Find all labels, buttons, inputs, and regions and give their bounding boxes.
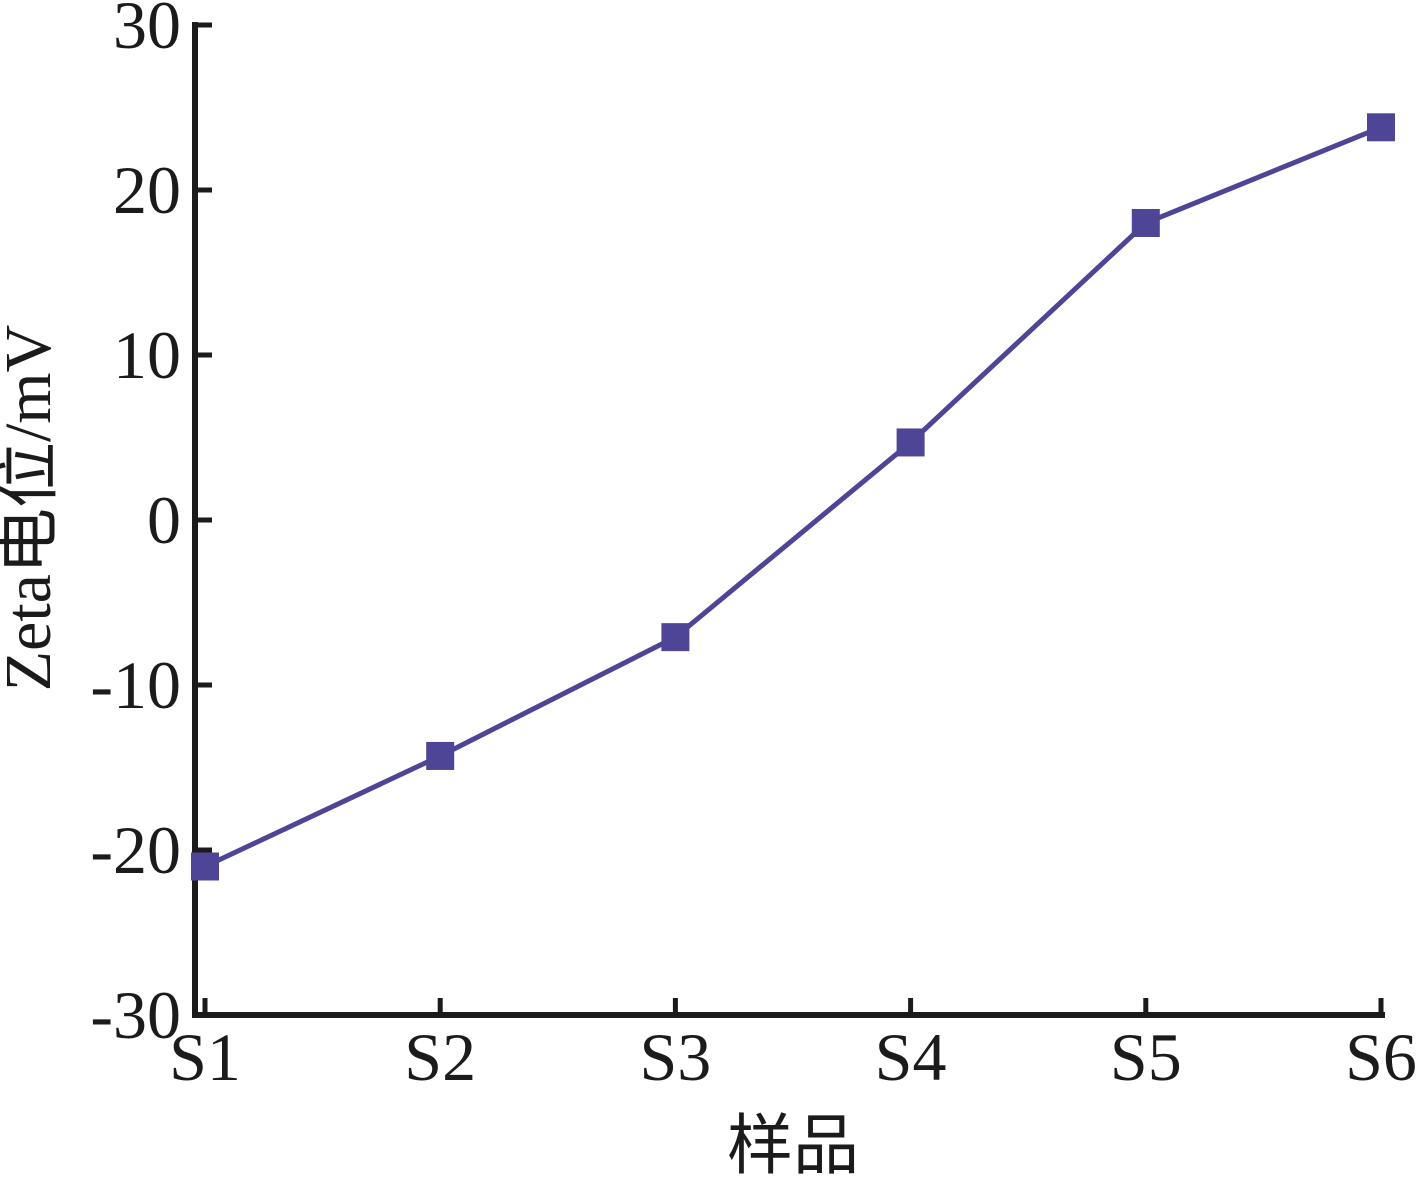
data-line	[203, 124, 1382, 869]
data-point-s6	[1367, 113, 1395, 142]
data-point-s4	[896, 428, 925, 457]
x-tick-label-S2: S2	[404, 1019, 476, 1095]
y-tick-label-30: 30	[113, 0, 181, 63]
x-tick-label-S3: S3	[639, 1019, 711, 1095]
data-point-s2	[426, 741, 455, 770]
data-point-s1	[191, 852, 219, 881]
y-tick-label-0: 0	[147, 482, 181, 558]
x-axis-title: 样品	[727, 1110, 859, 1181]
x-tick-label-S1: S1	[169, 1019, 241, 1095]
axis-ticks	[195, 22, 1384, 1018]
data-point-s5	[1131, 209, 1160, 237]
y-tick-label-10: 10	[113, 317, 181, 393]
data-point-s3	[661, 623, 690, 652]
y-tick-label-20: 20	[113, 152, 181, 228]
y-tick-label--30: -30	[90, 977, 181, 1053]
axes	[192, 22, 1385, 1018]
y-axis-title: Zeta电位/mV	[0, 325, 65, 692]
x-tick-label-S5: S5	[1110, 1019, 1182, 1095]
x-tick-label-S4: S4	[875, 1019, 947, 1095]
line-series	[191, 113, 1395, 881]
x-tick-label-S6: S6	[1345, 1019, 1417, 1095]
y-tick-label--10: -10	[90, 647, 181, 723]
y-tick-label--20: -20	[90, 812, 181, 888]
